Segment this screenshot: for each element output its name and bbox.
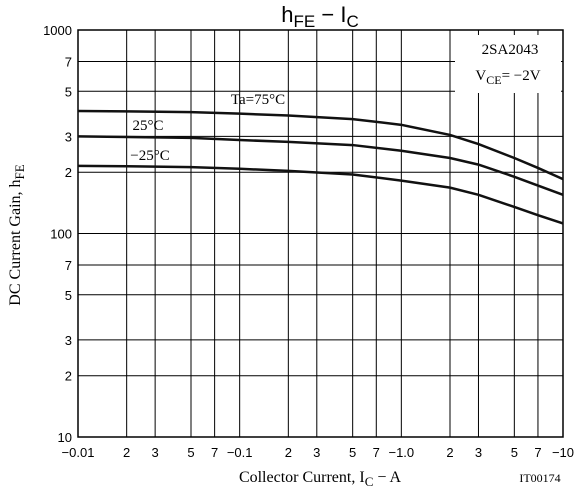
x-tick-label: 2	[446, 445, 453, 460]
label-part: FE	[12, 164, 27, 179]
x-axis-label: Collector Current, IC − A	[239, 469, 402, 489]
y-tick-label: 2	[65, 165, 72, 180]
series-label: −25°C	[130, 148, 169, 164]
x-tick-label: −0.1	[227, 445, 253, 460]
y-tick-label: 3	[65, 333, 72, 348]
x-tick-label: 3	[152, 445, 159, 460]
y-tick-label: 1000	[43, 23, 72, 38]
x-tick-label: 3	[475, 445, 482, 460]
series-label: 25°C	[132, 118, 163, 134]
x-tick-label: −10	[552, 445, 574, 460]
y-tick-label: 7	[65, 258, 72, 273]
annotation-part: CE	[486, 73, 501, 87]
x-tick-label: 2	[285, 445, 292, 460]
chart-title: hFE − IC	[281, 2, 358, 31]
title-part: h	[281, 2, 293, 27]
label-part: C	[365, 474, 374, 489]
y-tick-label: 10	[58, 430, 72, 445]
figure-code: IT00174	[519, 471, 560, 485]
annotation-bg	[455, 35, 561, 93]
series-line	[77, 135, 564, 196]
annotation: VCE= −2V	[475, 68, 540, 87]
x-tick-label: 2	[123, 445, 130, 460]
y-tick-label: 2	[65, 369, 72, 384]
plot-frame	[77, 29, 564, 438]
x-tick-label: −1.0	[388, 445, 414, 460]
annotation-part: = −2V	[502, 68, 541, 84]
y-tick-label: 5	[65, 288, 72, 303]
x-tick-label: 7	[211, 445, 218, 460]
y-axis-label: DC Current Gain, hFE	[7, 164, 27, 305]
annotation: 2SA2043	[482, 42, 539, 58]
series-label: Ta=75°C	[231, 92, 285, 108]
series-line	[77, 164, 564, 225]
y-tick-label: 3	[65, 129, 72, 144]
x-tick-label: 5	[349, 445, 356, 460]
y-tick-label: 100	[50, 227, 72, 242]
title-part: − I	[315, 2, 346, 27]
annotation-part: V	[475, 68, 486, 84]
title-part: C	[346, 12, 358, 31]
x-tick-label: 5	[187, 445, 194, 460]
x-tick-label: −0.01	[62, 445, 95, 460]
x-tick-label: 7	[534, 445, 541, 460]
x-tick-label: 5	[511, 445, 518, 460]
y-tick-label: 5	[65, 84, 72, 99]
x-tick-label: 3	[313, 445, 320, 460]
label-part: Collector Current, I	[239, 469, 365, 486]
series-line	[77, 109, 564, 181]
x-tick-label: 7	[373, 445, 380, 460]
title-part: FE	[294, 12, 316, 31]
label-part: − A	[373, 469, 401, 486]
label-part: DC Current Gain, h	[7, 179, 24, 305]
y-tick-label: 7	[65, 55, 72, 70]
